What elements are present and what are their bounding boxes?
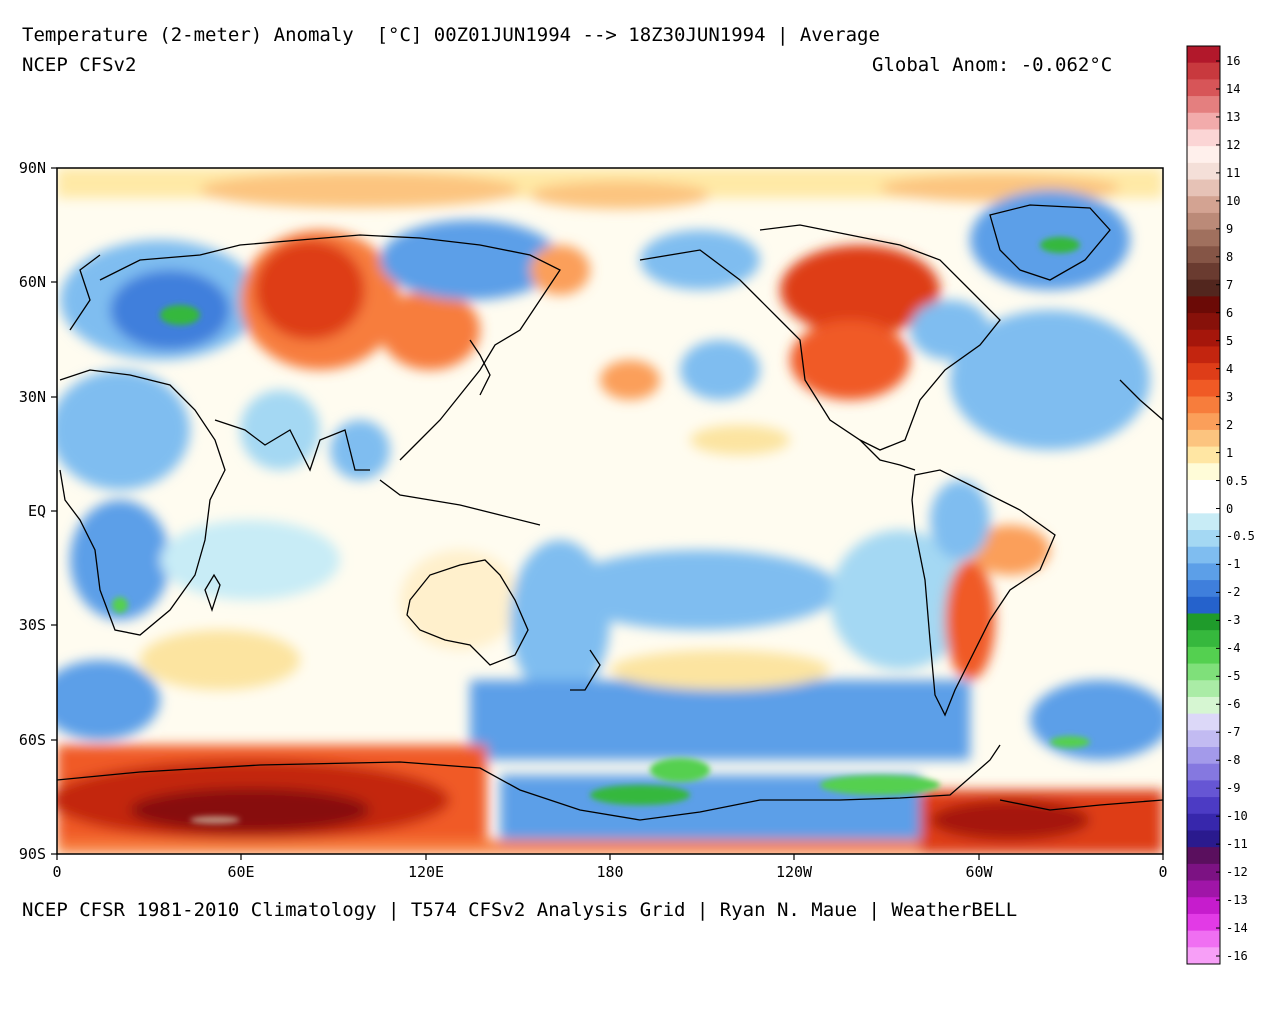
colorbar-label: -2: [1226, 585, 1241, 600]
lon-label: 0: [1158, 863, 1168, 881]
colorbar-label: -13: [1226, 893, 1248, 908]
colorbar-label: 16: [1226, 54, 1241, 68]
colorbar-label: 8: [1226, 249, 1234, 264]
lat-label: EQ: [27, 502, 46, 520]
colorbar-label: 2: [1226, 417, 1234, 432]
map-title: Temperature (2-meter) Anomaly [°C] 00Z01…: [22, 24, 880, 46]
colorbar-label: 6: [1226, 305, 1234, 320]
colorbar-label: -16: [1226, 949, 1248, 963]
colorbar-label: 11: [1226, 165, 1241, 180]
colorbar-label: -1: [1226, 557, 1241, 572]
colorbar-label: -0.5: [1226, 529, 1255, 544]
lat-label: 90S: [18, 845, 46, 863]
lat-label: 30N: [18, 388, 46, 406]
colorbar-label: -5: [1226, 669, 1241, 684]
colorbar-label: 4: [1226, 361, 1234, 376]
colorbar-label: -8: [1226, 753, 1241, 768]
colorbar-label: 3: [1226, 389, 1234, 404]
lat-label: 60N: [18, 273, 46, 291]
colorbar-label: 0.5: [1226, 473, 1248, 488]
colorbar-label: 10: [1226, 193, 1241, 208]
lon-tick-marks: [56, 854, 1164, 860]
lat-label: 90N: [18, 159, 46, 177]
colorbar-label: 9: [1226, 221, 1234, 236]
anomaly-field: [57, 168, 1163, 854]
colorbar-label: 12: [1226, 137, 1241, 152]
colorbar-label: -6: [1226, 697, 1241, 712]
lon-label: 120E: [407, 863, 445, 881]
colorbar-label: 7: [1226, 277, 1234, 292]
colorbar-label: 0: [1226, 501, 1234, 516]
lon-label: 180: [596, 863, 624, 881]
global-anomaly-value: Global Anom: -0.062°C: [872, 54, 1113, 76]
colorbar-label: -12: [1226, 865, 1248, 880]
colorbar-label: -11: [1226, 837, 1248, 852]
colorbar-label: -7: [1226, 725, 1241, 740]
lat-tick-marks: [51, 167, 57, 855]
colorbar-label: 14: [1226, 81, 1241, 96]
lon-label: 0: [52, 863, 62, 881]
model-name: NCEP CFSv2: [22, 54, 137, 76]
colorbar-label: -10: [1226, 809, 1248, 824]
colorbar-label: 1: [1226, 445, 1234, 460]
lat-label: 60S: [18, 731, 46, 749]
coastlines: [57, 204, 1163, 821]
colorbar-label: -14: [1226, 921, 1248, 936]
colorbar-label: 5: [1226, 333, 1234, 348]
credit-line: NCEP CFSR 1981-2010 Climatology | T574 C…: [22, 899, 1018, 921]
lon-label: 60W: [965, 863, 993, 881]
colorbar-label: -9: [1226, 781, 1241, 796]
lon-label: 120W: [775, 863, 813, 881]
colorbar-label: 13: [1226, 109, 1241, 124]
lon-label: 60E: [227, 863, 255, 881]
lat-label: 30S: [18, 616, 46, 634]
colorbar-label: -3: [1226, 613, 1241, 628]
colorbar-label: -4: [1226, 641, 1241, 656]
